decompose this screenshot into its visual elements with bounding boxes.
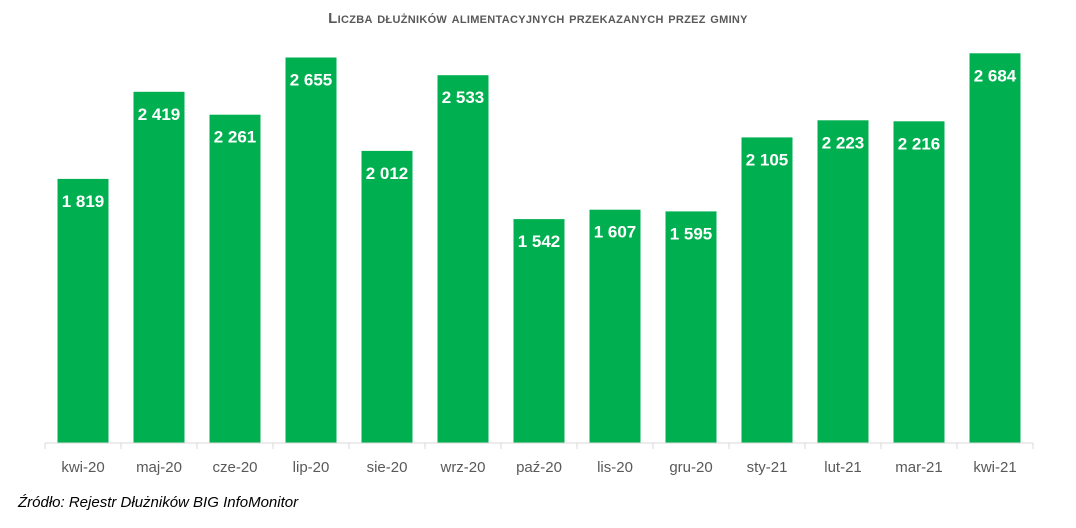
- data-label-lip-20: 2 655: [290, 71, 333, 90]
- bar-kwi-21: [969, 53, 1021, 444]
- bar-lis-20: [589, 209, 641, 443]
- x-tick-label-maj-20: maj-20: [136, 459, 182, 476]
- x-tick-label-paź-20: paź-20: [516, 459, 562, 476]
- bar-lut-21: [817, 120, 869, 444]
- data-label-kwi-21: 2 684: [974, 66, 1017, 85]
- data-label-paź-20: 1 542: [518, 232, 561, 251]
- x-tick-label-mar-21: mar-21: [895, 459, 943, 476]
- source-note: Źródło: Rejestr Dłużników BIG InfoMonito…: [18, 494, 299, 511]
- bar-sty-21: [741, 137, 793, 443]
- data-label-maj-20: 2 419: [138, 105, 181, 124]
- bar-sie-20: [361, 150, 413, 443]
- x-tick-label-wrz-20: wrz-20: [439, 459, 485, 476]
- data-label-lis-20: 1 607: [594, 223, 637, 242]
- bar-wrz-20: [437, 75, 489, 443]
- x-tick-label-sty-21: sty-21: [747, 459, 788, 476]
- x-tick-label-gru-20: gru-20: [669, 459, 712, 476]
- bar-gru-20: [665, 211, 717, 443]
- bar-lip-20: [285, 57, 337, 443]
- data-label-sty-21: 2 105: [746, 150, 789, 169]
- data-label-cze-20: 2 261: [214, 128, 257, 147]
- x-tick-labels: kwi-20 maj-20 cze-20 lip-20 sie-20 wrz-20 paź-…: [61, 459, 1016, 476]
- data-label-wrz-20: 2 533: [442, 88, 485, 107]
- bars-group: 1 819 2 419 2 261 2 655 2 012 2 533 1 542 1 607…: [57, 53, 1021, 444]
- data-label-kwi-20: 1 819: [62, 192, 105, 211]
- bar-mar-21: [893, 121, 945, 444]
- x-tick-label-kwi-21: kwi-21: [973, 459, 1016, 476]
- chart-title: Liczba dłużników alimentacyjnych przekaz…: [328, 10, 748, 27]
- data-label-gru-20: 1 595: [670, 224, 713, 243]
- x-tick-label-lut-21: lut-21: [824, 459, 862, 476]
- bar-cze-20: [209, 114, 261, 443]
- data-label-mar-21: 2 216: [898, 134, 941, 153]
- x-tick-marks: [44, 443, 1034, 449]
- x-tick-label-cze-20: cze-20: [212, 459, 257, 476]
- data-label-lut-21: 2 223: [822, 133, 865, 152]
- x-tick-label-kwi-20: kwi-20: [61, 459, 104, 476]
- data-label-sie-20: 2 012: [366, 164, 409, 183]
- bar-paź-20: [513, 219, 565, 443]
- bar-maj-20: [133, 91, 185, 444]
- x-tick-label-lis-20: lis-20: [597, 459, 633, 476]
- x-tick-label-sie-20: sie-20: [367, 459, 408, 476]
- x-tick-label-lip-20: lip-20: [293, 459, 330, 476]
- bar-kwi-20: [57, 178, 109, 443]
